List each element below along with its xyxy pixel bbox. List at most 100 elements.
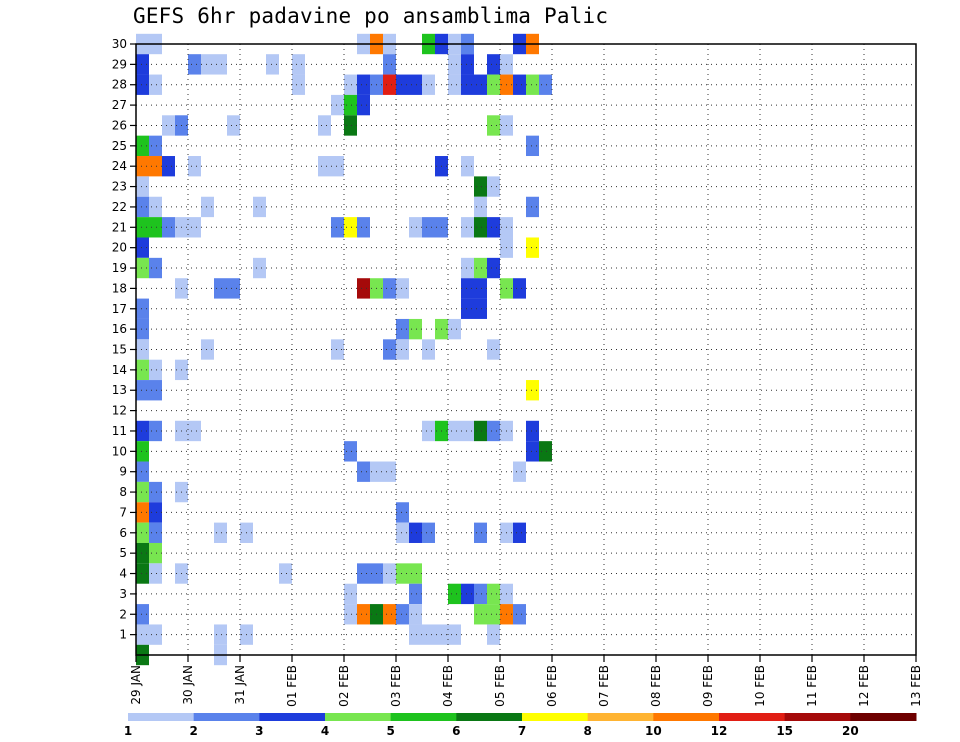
heatmap-cell [136,502,149,523]
colorbar-label: 20 [842,724,859,738]
colorbar-label: 12 [711,724,728,738]
heatmap-cell [149,135,162,157]
colorbar-label: 10 [645,724,662,738]
heatmap-cell [266,54,279,75]
heatmap-cell [422,420,435,442]
heatmap-cell [526,441,539,462]
heatmap-cell [136,461,149,482]
y-tick-label: 25 [112,139,127,153]
gridlines [136,43,917,655]
heatmap-cell [396,318,409,340]
y-tick-label: 19 [112,261,127,275]
y-tick-label: 13 [112,383,127,397]
heatmap-cell [409,624,422,645]
heatmap-cell [149,624,162,645]
heatmap-cell [279,563,292,584]
heatmap-cell [461,257,474,279]
heatmap-cell [526,196,539,218]
y-tick-label: 28 [112,78,127,92]
y-tick-label: 1 [119,628,127,642]
y-tick-label: 30 [112,37,127,51]
heatmap-cell [344,604,357,625]
y-tick-label: 4 [119,567,127,581]
y-tick-label: 24 [112,159,127,173]
heatmap-cell [201,54,214,75]
heatmap-cell [227,278,240,299]
x-tick-label: 11 FEB [805,665,819,707]
heatmap-cells [136,33,552,666]
heatmap-cell [136,339,149,360]
heatmap-cell [136,420,149,442]
y-tick-label: 16 [112,322,127,336]
heatmap-cell [344,441,357,462]
heatmap-cell [539,74,552,95]
heatmap-cell [461,298,474,319]
heatmap-cell [409,217,422,238]
heatmap-cell [357,74,370,95]
heatmap-cell [422,74,435,95]
heatmap-cell [513,74,526,95]
heatmap-cell [136,54,149,75]
heatmap-cell [396,502,409,523]
heatmap-cell [513,278,526,299]
heatmap-cell [526,74,539,95]
heatmap-cell [383,74,396,95]
y-tick-label: 14 [112,363,127,377]
heatmap-cell [149,542,162,564]
heatmap-cell [526,135,539,157]
y-tick-label: 17 [112,302,127,316]
chart-title: GEFS 6hr padavine po ansamblima Palic [133,4,609,28]
heatmap-cell [487,217,500,238]
heatmap-cell [461,278,474,299]
heatmap-cell [487,604,500,625]
heatmap-cell [136,441,149,462]
y-tick-label: 23 [112,180,127,194]
y-tick-label: 18 [112,281,127,295]
colorbar-segment [719,713,786,721]
y-tick-label: 7 [119,505,127,519]
heatmap-cell [448,74,461,95]
heatmap-cell [409,522,422,543]
heatmap-cell [253,257,266,279]
colorbar-segment [325,713,392,721]
heatmap-cell [149,563,162,584]
heatmap-cell [201,196,214,218]
heatmap-cell [136,604,149,625]
heatmap-cell [474,604,487,625]
heatmap-cell [461,156,474,177]
heatmap-cell [383,563,396,584]
heatmap-cell [409,604,422,625]
heatmap-cell [136,380,149,401]
heatmap-cell [188,217,201,238]
heatmap-cell [474,298,487,319]
heatmap-cell [409,318,422,340]
x-tick-label: 05 FEB [493,665,507,707]
heatmap-cell [448,54,461,75]
heatmap-cell [214,624,227,645]
y-tick-label: 29 [112,57,127,71]
heatmap-cell [487,176,500,197]
colorbar-label: 6 [452,724,460,738]
x-tick-label: 02 FEB [337,665,351,707]
y-tick-label: 12 [112,404,127,418]
x-tick-label: 08 FEB [649,665,663,707]
heatmap-cell [487,420,500,442]
y-tick-label: 3 [119,587,127,601]
colorbar-segment [522,713,589,721]
heatmap-cell [149,420,162,442]
y-tick-label: 15 [112,343,127,357]
heatmap-cell [422,217,435,238]
heatmap-cell [318,115,331,136]
heatmap-cell [513,604,526,625]
x-tick-label: 30 JAN [181,665,195,705]
heatmap-cell [396,522,409,543]
heatmap-cell [149,522,162,543]
heatmap-cell [188,420,201,442]
heatmap-cell [396,339,409,360]
heatmap-cell [253,196,266,218]
heatmap-cell [409,563,422,584]
heatmap-cell [162,156,175,177]
y-tick-label: 9 [119,465,127,479]
heatmap-cell [474,278,487,299]
